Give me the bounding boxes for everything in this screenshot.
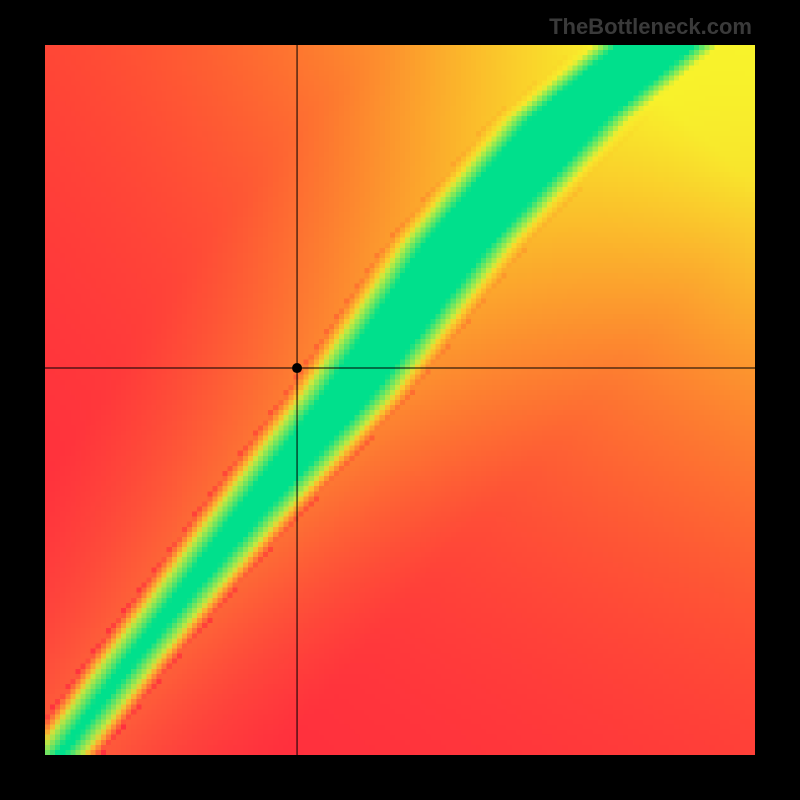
watermark-text: TheBottleneck.com xyxy=(549,14,752,40)
chart-stage: TheBottleneck.com xyxy=(0,0,800,800)
bottleneck-heatmap xyxy=(45,45,755,755)
